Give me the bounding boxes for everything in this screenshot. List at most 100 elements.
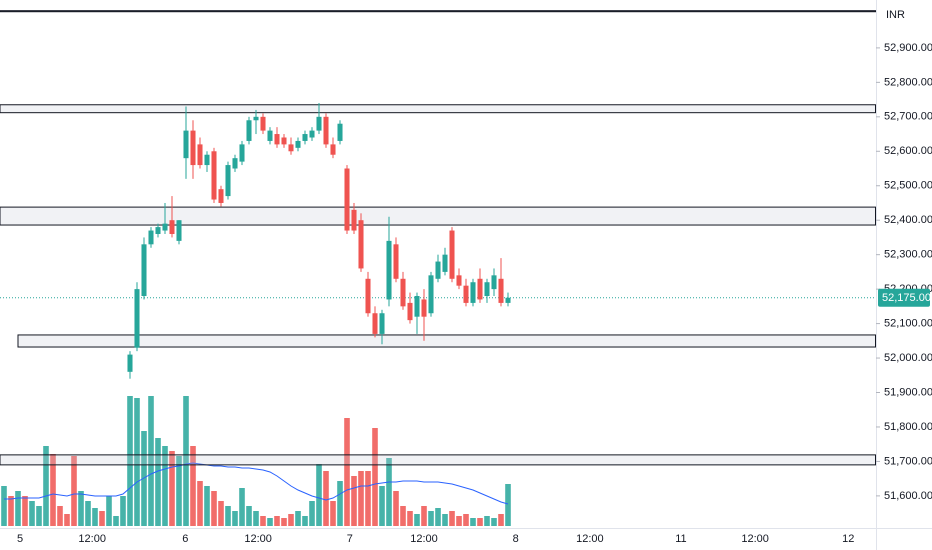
volume-bar — [358, 471, 364, 526]
y-tick-label: 51,800.00 — [884, 421, 932, 433]
volume-bar — [78, 491, 84, 526]
candle-body — [330, 144, 336, 155]
x-tick-label: 12:00 — [78, 533, 106, 545]
volume-bar — [400, 506, 406, 526]
volume-bar — [246, 506, 252, 526]
candle-body — [204, 154, 210, 166]
candle-body — [176, 220, 182, 241]
volume-bar — [92, 508, 98, 526]
candle-body — [477, 278, 483, 300]
volume-ma-line — [4, 462, 509, 505]
volume-bar — [99, 511, 105, 526]
candle-body — [295, 140, 301, 148]
volume-bar — [344, 418, 350, 526]
x-tick-label: 8 — [513, 533, 519, 545]
volume-bar — [253, 511, 259, 526]
y-tick-label: 52,000.00 — [884, 352, 932, 364]
candle-body — [358, 220, 364, 269]
volume-bar — [57, 506, 63, 526]
candle-body — [141, 244, 147, 297]
candle-body — [253, 116, 259, 121]
currency-label: INR — [886, 9, 905, 21]
volume-bar — [463, 514, 469, 526]
volume-bar — [197, 481, 203, 526]
candle-body — [218, 189, 224, 203]
volume-bar — [498, 514, 504, 526]
volume-bar — [29, 501, 35, 526]
volume-bar — [428, 511, 434, 526]
volume-bar — [225, 506, 231, 526]
volume-bar — [71, 456, 77, 526]
volume-bar — [491, 518, 497, 526]
y-tick-label: 51,900.00 — [884, 386, 932, 398]
candle-body — [267, 130, 273, 141]
candle-body — [239, 144, 245, 162]
volume-bar — [183, 396, 189, 526]
candle-body — [505, 297, 511, 303]
x-tick-label: 7 — [347, 533, 353, 545]
candle-body — [484, 282, 490, 297]
volume-bar — [337, 481, 343, 526]
candle-body — [288, 144, 294, 152]
volume-bar — [127, 396, 133, 526]
volume-bar — [442, 514, 448, 526]
y-tick-label: 52,700.00 — [884, 111, 932, 123]
volume-bar — [386, 458, 392, 526]
candle-body — [463, 285, 469, 303]
candle-body — [456, 275, 462, 286]
candle-body — [428, 275, 434, 314]
candle-body — [309, 130, 315, 138]
candle-body — [127, 354, 133, 372]
candle-body — [302, 134, 308, 141]
volume-bar — [274, 516, 280, 526]
volume-bar — [435, 508, 441, 526]
y-tick-label: 51,600.00 — [884, 490, 932, 502]
candle-body — [183, 130, 189, 159]
plot-area — [0, 10, 876, 526]
last-price-box — [878, 288, 930, 307]
zone — [17, 334, 876, 348]
candle-body — [232, 158, 238, 169]
candle-body — [442, 254, 448, 272]
volume-bar — [295, 511, 301, 526]
candle-body — [491, 275, 497, 290]
volume-bar — [106, 496, 112, 526]
x-tick-label: 12:00 — [741, 533, 769, 545]
volume-bar — [85, 501, 91, 526]
volume-bar — [407, 511, 413, 526]
x-tick-label: 12:00 — [576, 533, 604, 545]
volume-bar — [204, 486, 210, 526]
volume-bar — [176, 456, 182, 526]
volume-bar — [190, 446, 196, 526]
y-tick-label: 52,500.00 — [884, 180, 932, 192]
volume-bar — [232, 511, 238, 526]
candle-body — [197, 144, 203, 166]
volume-bar — [456, 516, 462, 526]
volume-bar — [449, 511, 455, 526]
candle-body — [365, 278, 371, 314]
x-tick-label: 12:00 — [410, 533, 438, 545]
volume-bar — [421, 506, 427, 526]
volume-bar — [155, 438, 161, 526]
volume-bar — [64, 514, 70, 526]
volume-bar — [477, 518, 483, 526]
volume-bar — [50, 454, 56, 526]
candle-body — [323, 116, 329, 145]
zone — [0, 206, 876, 226]
y-tick-label: 52,100.00 — [884, 317, 932, 329]
candle-body — [211, 151, 217, 200]
volume-bar — [288, 514, 294, 526]
volume-bar — [484, 516, 490, 526]
y-tick-label: 52,800.00 — [884, 76, 932, 88]
volume-bar — [309, 501, 315, 526]
volume-bar — [267, 518, 273, 526]
candle-body — [400, 278, 406, 307]
candle-body — [260, 116, 266, 131]
volume-bar — [218, 501, 224, 526]
volume-bar — [330, 501, 336, 526]
x-tick-label: 6 — [182, 533, 188, 545]
volume-bar — [36, 506, 42, 526]
volume-bar — [302, 516, 308, 526]
x-tick-label: 12:00 — [244, 533, 272, 545]
